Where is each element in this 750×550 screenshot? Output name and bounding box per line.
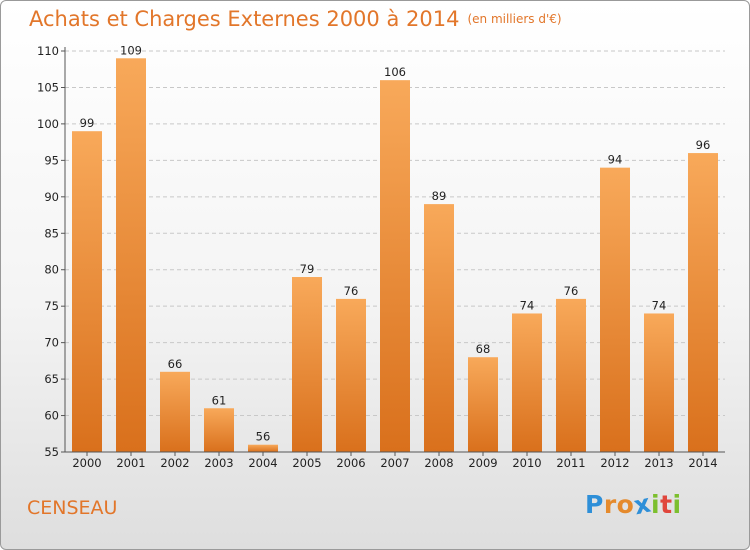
data-label: 61 [212, 393, 227, 407]
y-tick-label: 60 [44, 409, 59, 423]
proxiti-logo[interactable]: Proxiti [585, 489, 682, 521]
bar [116, 58, 146, 453]
data-label: 106 [384, 65, 406, 79]
bar [644, 313, 674, 452]
bar [468, 357, 498, 452]
y-tick-label: 80 [44, 263, 59, 277]
bar [512, 313, 542, 452]
data-label: 74 [652, 298, 667, 312]
chart-title-text: Achats et Charges Externes 2000 à 2014 [29, 7, 460, 31]
x-tick-label: 2008 [424, 456, 453, 470]
bar [688, 153, 718, 452]
chart-subtitle: (en milliers d'€) [467, 12, 562, 26]
logo-letter: P [585, 490, 604, 519]
logo-letter: t [660, 490, 673, 519]
x-tick-label: 2012 [600, 456, 629, 470]
x-tick-label: 2002 [160, 456, 189, 470]
data-label: 56 [256, 430, 271, 444]
x-tick-label: 2006 [336, 456, 365, 470]
x-tick-label: 2010 [512, 456, 541, 470]
y-tick-label: 55 [44, 445, 59, 459]
bar [556, 298, 586, 452]
y-tick-label: 105 [37, 80, 59, 94]
x-tick-label: 2011 [556, 456, 585, 470]
data-label: 99 [80, 116, 95, 130]
logo-letter: i [651, 490, 661, 519]
bar [292, 277, 322, 452]
bar [380, 80, 410, 452]
y-tick-label: 95 [44, 153, 59, 167]
data-label: 68 [476, 342, 491, 356]
x-tick-label: 2014 [688, 456, 717, 470]
bar [72, 131, 102, 452]
y-tick-label: 70 [44, 336, 59, 350]
bar [160, 371, 190, 452]
data-label: 96 [696, 138, 711, 152]
bar [600, 167, 630, 452]
y-tick-label: 100 [37, 117, 59, 131]
logo-letter: r [603, 490, 617, 519]
x-tick-label: 2009 [468, 456, 497, 470]
x-tick-label: 2000 [72, 456, 101, 470]
data-label: 74 [520, 298, 535, 312]
data-label: 109 [120, 43, 142, 57]
x-tick-label: 2004 [248, 456, 277, 470]
data-label: 89 [432, 189, 447, 203]
axes: 55 60 65 70 75 80 85 90 95 100 105 110 2000 2001 2002 2… [37, 44, 725, 470]
x-tick-label: 2001 [116, 456, 145, 470]
chart-title: Achats et Charges Externes 2000 à 2014 (e… [29, 7, 562, 31]
y-tick-label: 65 [44, 372, 59, 386]
data-label: 76 [564, 284, 579, 298]
x-tick-label: 2005 [292, 456, 321, 470]
y-tick-label: 85 [44, 226, 59, 240]
city-name: CENSEAU [27, 497, 118, 519]
y-tick-label: 75 [44, 299, 59, 313]
bar [248, 444, 278, 452]
y-tick-label: 110 [37, 44, 59, 58]
bars: 99 109 66 61 56 79 76 106 89 68 74 76 94 74 96 [72, 43, 718, 453]
data-label: 79 [300, 262, 315, 276]
logo-letter: i [672, 490, 682, 519]
bar [424, 204, 454, 452]
data-label: 94 [608, 153, 623, 167]
bar [204, 408, 234, 452]
x-tick-label: 2007 [380, 456, 409, 470]
logo-letter: o [616, 490, 635, 519]
x-tick-label: 2013 [644, 456, 673, 470]
data-label: 66 [168, 357, 183, 371]
x-tick-label: 2003 [204, 456, 233, 470]
data-label: 76 [344, 284, 359, 298]
y-tick-label: 90 [44, 190, 59, 204]
bar [336, 298, 366, 452]
